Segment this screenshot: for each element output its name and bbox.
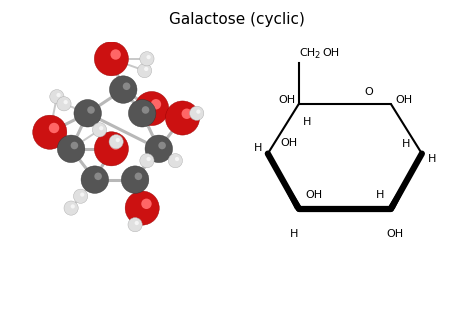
Circle shape [142,106,149,114]
Text: OH: OH [278,95,295,105]
Circle shape [128,100,156,127]
Text: H: H [254,143,262,153]
Text: OH: OH [396,95,413,105]
Text: OH: OH [306,190,323,200]
Circle shape [64,201,78,215]
Circle shape [71,204,75,208]
Circle shape [81,166,109,193]
Circle shape [182,109,192,119]
Circle shape [74,100,101,127]
Circle shape [57,97,71,111]
Text: CH: CH [300,47,316,57]
Circle shape [168,154,182,168]
Circle shape [33,115,67,149]
Circle shape [140,154,154,168]
Circle shape [146,55,151,59]
Text: 2: 2 [315,51,320,60]
Circle shape [121,166,149,193]
Circle shape [135,91,169,126]
Circle shape [190,106,204,120]
Circle shape [141,199,152,209]
Circle shape [50,90,64,104]
Text: Galactose (cyclic): Galactose (cyclic) [169,12,305,27]
Text: OH: OH [322,47,339,57]
Circle shape [165,101,200,135]
Polygon shape [388,154,422,208]
Circle shape [110,139,121,150]
Circle shape [144,67,148,71]
Circle shape [146,157,151,161]
Circle shape [125,191,159,225]
Circle shape [116,138,120,142]
Circle shape [49,123,59,133]
Circle shape [71,142,78,149]
Text: H: H [428,154,436,164]
Text: H: H [290,229,298,239]
Circle shape [109,134,123,149]
Circle shape [99,126,103,130]
Text: H: H [375,190,384,200]
Circle shape [145,135,173,163]
Circle shape [135,221,139,225]
Text: O: O [364,87,373,97]
Circle shape [128,217,142,232]
Circle shape [92,123,107,137]
Circle shape [196,110,201,114]
Circle shape [73,189,88,203]
Circle shape [87,106,95,114]
Text: OH: OH [386,229,403,239]
Circle shape [110,49,121,60]
Circle shape [56,93,61,97]
Circle shape [57,135,85,163]
Circle shape [135,173,142,180]
Text: H: H [303,117,311,127]
Circle shape [109,76,137,103]
Circle shape [94,42,128,76]
Circle shape [175,157,179,161]
Circle shape [94,132,128,166]
Circle shape [94,173,102,180]
Circle shape [151,99,161,110]
Text: OH: OH [281,138,298,148]
Circle shape [80,193,84,197]
Circle shape [140,52,154,66]
Polygon shape [268,154,301,208]
Circle shape [137,64,152,78]
Circle shape [64,100,68,104]
Circle shape [123,82,130,90]
Text: H: H [401,139,410,149]
Circle shape [158,142,166,149]
